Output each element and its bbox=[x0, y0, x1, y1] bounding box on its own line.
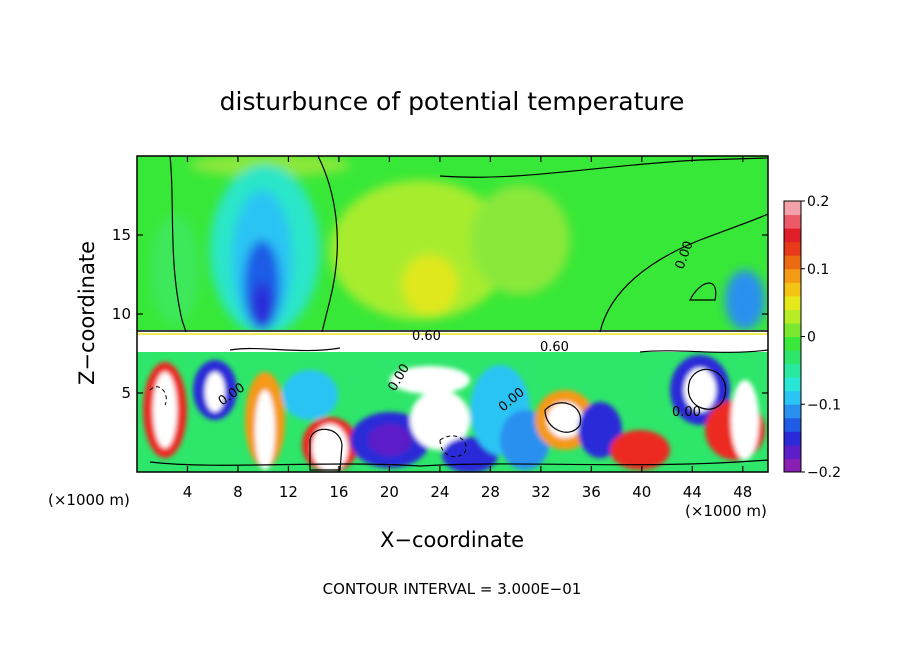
lower-layer-eddies bbox=[143, 355, 765, 472]
contour-label: 0.00 bbox=[672, 405, 701, 420]
contour-label: 0.60 bbox=[540, 340, 569, 355]
y-tick-label: 10 bbox=[112, 305, 131, 323]
colorbar-swatch bbox=[784, 417, 801, 432]
colorbar: 0.2 0.1 0 −0.1 −0.2 bbox=[783, 194, 841, 481]
y-tick-label: 15 bbox=[112, 226, 131, 244]
colorbar-swatch bbox=[784, 390, 801, 405]
colorbar-swatch bbox=[784, 377, 801, 392]
colorbar-tick-label: −0.1 bbox=[807, 397, 841, 413]
contour-lines bbox=[149, 156, 768, 471]
negative-contour-lines bbox=[149, 386, 467, 458]
colorbar-swatch bbox=[784, 336, 801, 351]
colorbar-swatch bbox=[784, 295, 801, 310]
colorbar-swatch bbox=[784, 228, 801, 243]
x-tick-label: 28 bbox=[481, 483, 500, 501]
colorbar-swatch bbox=[784, 350, 801, 365]
colorbar-tick-label: 0.2 bbox=[807, 194, 829, 210]
colorbar-swatch bbox=[784, 201, 801, 216]
y-tick-label: 5 bbox=[121, 384, 131, 402]
inversion-band bbox=[137, 330, 768, 352]
colorbar-swatch bbox=[784, 322, 801, 337]
x-tick-label: 44 bbox=[683, 483, 702, 501]
colorbar-swatch bbox=[784, 268, 801, 283]
colorbar-swatch bbox=[784, 282, 801, 297]
colorbar-swatch bbox=[784, 255, 801, 270]
colorbar-swatch bbox=[784, 444, 801, 459]
x-tick-label: 32 bbox=[531, 483, 550, 501]
y-axis: 5 10 15 bbox=[112, 226, 768, 402]
x-unit-right: (×1000 m) bbox=[685, 502, 767, 520]
colorbar-tick-label: −0.2 bbox=[807, 465, 841, 481]
y-axis-label: Z−coordinate bbox=[75, 241, 99, 385]
colorbar-swatch bbox=[784, 241, 801, 256]
colorbar-swatch bbox=[784, 458, 801, 473]
x-tick-label: 8 bbox=[233, 483, 243, 501]
x-axis: 4 8 12 16 20 24 28 32 36 40 44 48 bbox=[183, 156, 752, 501]
x-tick-label: 16 bbox=[329, 483, 348, 501]
x-unit-left: (×1000 m) bbox=[48, 491, 130, 509]
x-tick-label: 20 bbox=[380, 483, 399, 501]
colorbar-swatch bbox=[784, 431, 801, 446]
colorbar-swatch bbox=[784, 309, 801, 324]
contour-label: 0.60 bbox=[412, 329, 441, 344]
colorbar-tick-label: 0.1 bbox=[807, 262, 829, 278]
colorbar-tick-label: 0 bbox=[807, 330, 816, 346]
field-plot: 0.60 0.60 0.00 0.00 0.00 0.00 0.00 bbox=[137, 156, 768, 472]
x-tick-label: 36 bbox=[582, 483, 601, 501]
x-tick-label: 4 bbox=[183, 483, 193, 501]
upper-layer-anomalies bbox=[150, 156, 765, 335]
x-tick-label: 40 bbox=[632, 483, 651, 501]
colorbar-swatch bbox=[784, 214, 801, 229]
x-tick-label: 24 bbox=[430, 483, 449, 501]
colorbar-swatch bbox=[784, 363, 801, 378]
x-tick-label: 12 bbox=[279, 483, 298, 501]
colorbar-swatch bbox=[784, 404, 801, 419]
contour-interval-footer: CONTOUR INTERVAL = 3.000E−01 bbox=[323, 580, 582, 598]
x-axis-label: X−coordinate bbox=[380, 528, 524, 552]
x-tick-label: 48 bbox=[733, 483, 752, 501]
chart-title: disturbunce of potential temperature bbox=[220, 87, 685, 116]
